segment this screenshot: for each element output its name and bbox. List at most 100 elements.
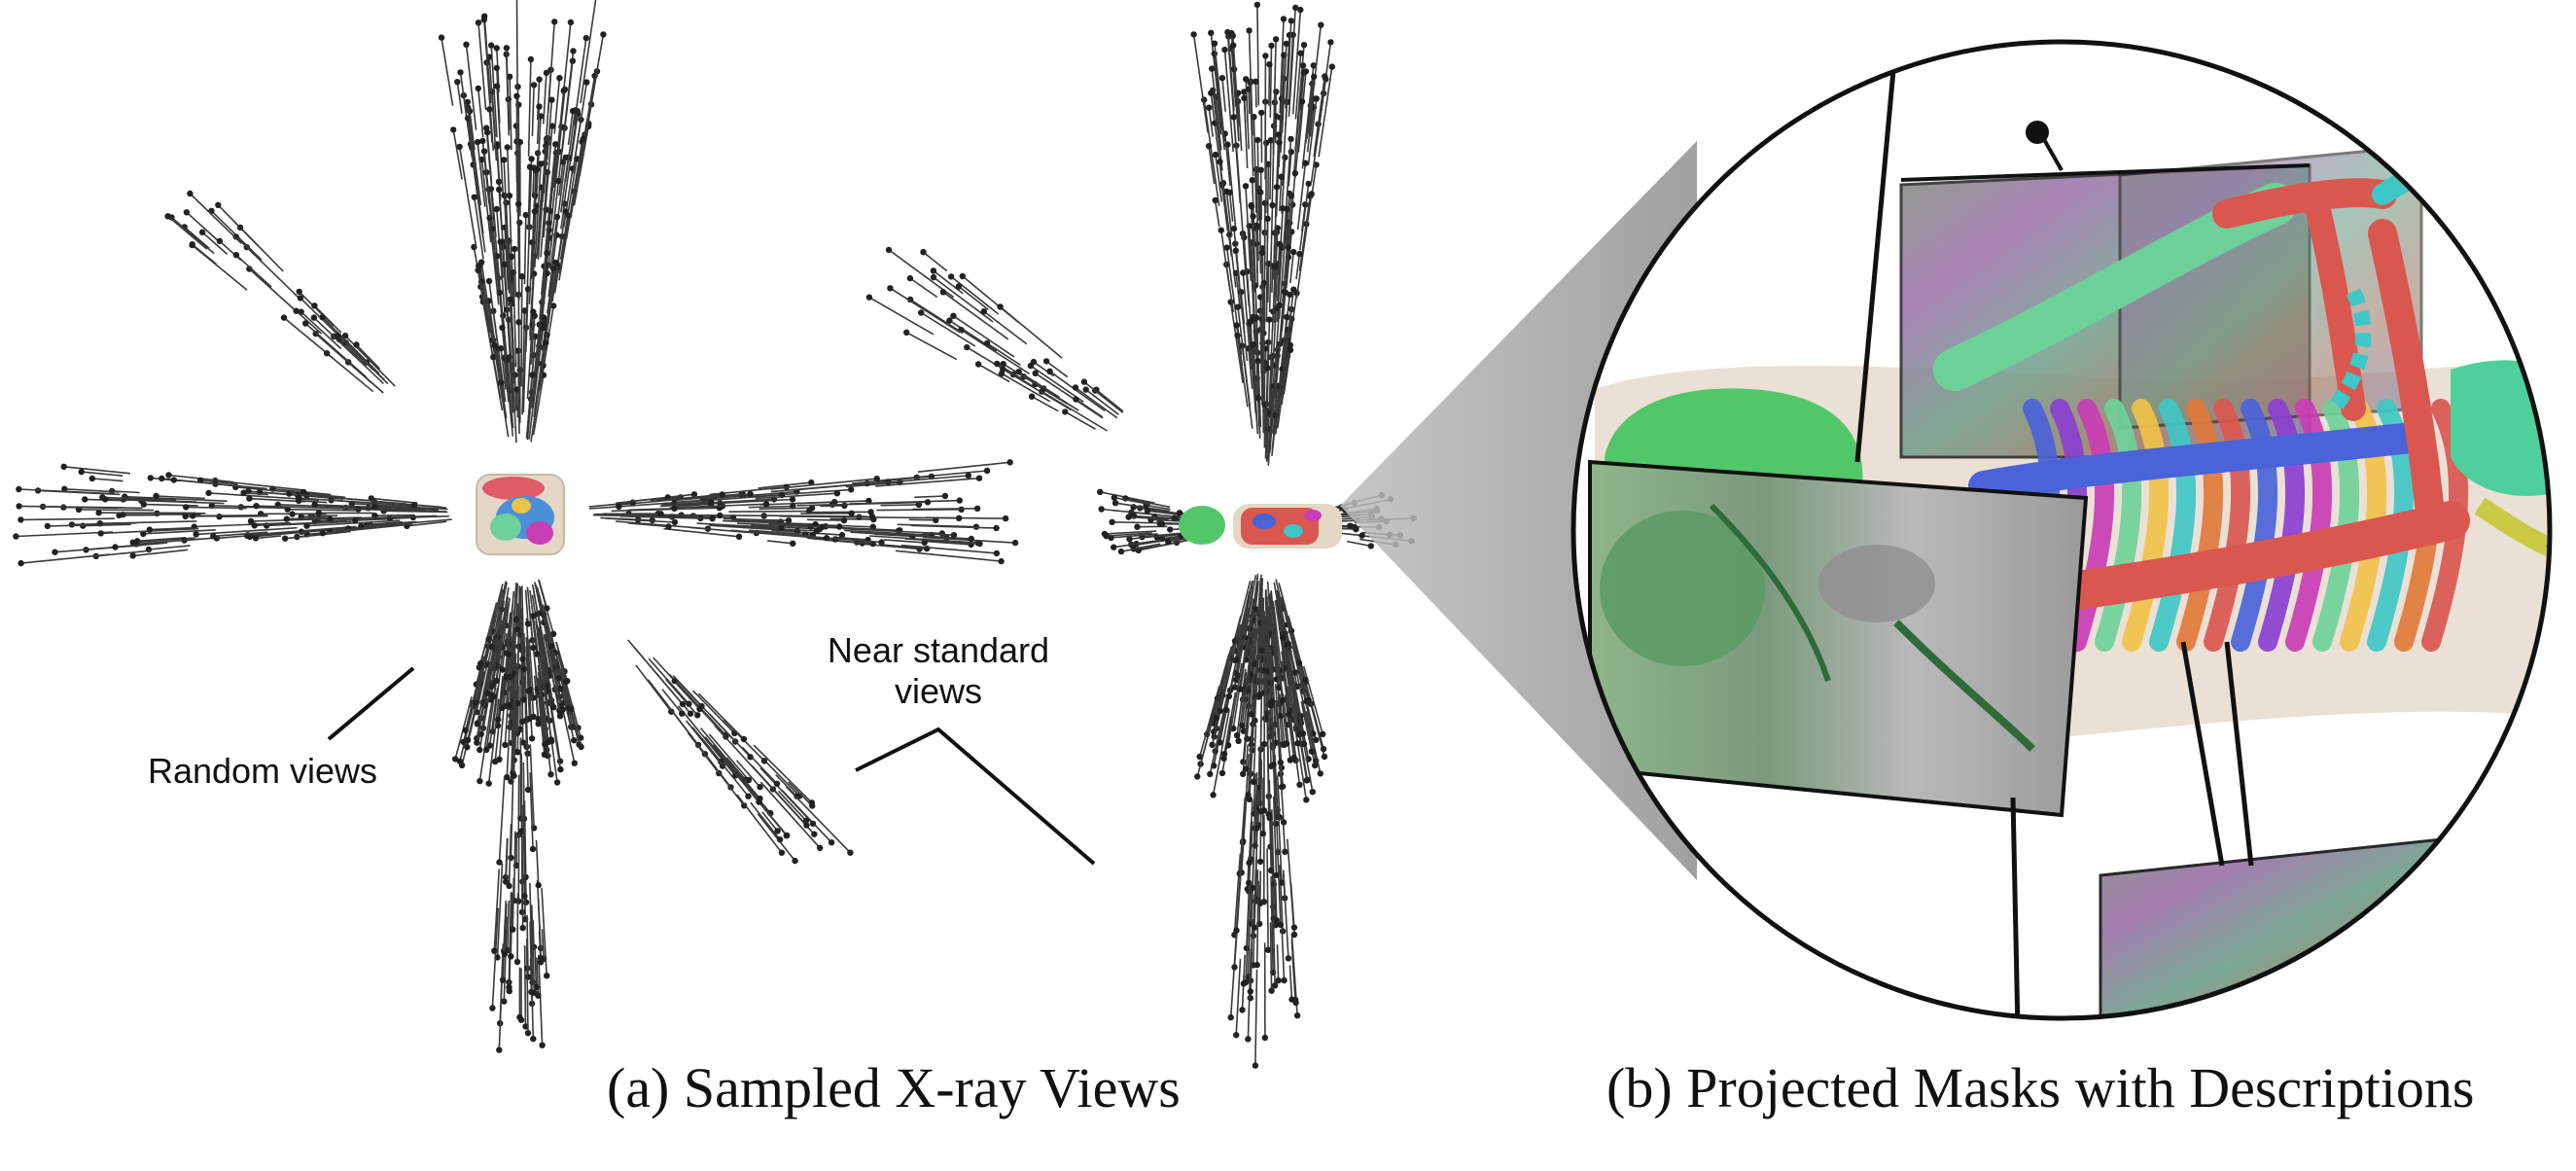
- view-source-dot: [736, 534, 742, 540]
- view-source-dot: [439, 34, 444, 40]
- view-source-dot: [1327, 39, 1333, 45]
- view-ray: [1084, 382, 1118, 409]
- view-source-dot: [1028, 363, 1034, 369]
- view-source-dot: [252, 522, 258, 528]
- view-ray: [516, 96, 517, 179]
- view-source-dot: [454, 79, 460, 85]
- view-source-dot: [966, 473, 971, 479]
- view-source-dot: [976, 476, 982, 481]
- view-source-dot: [998, 558, 1004, 564]
- view-ray: [1244, 955, 1245, 984]
- view-source-dot: [1253, 223, 1259, 229]
- view-ray: [186, 507, 247, 508]
- view-source-dot: [1208, 90, 1214, 96]
- view-source-dot: [1300, 62, 1306, 68]
- view-source-dot: [502, 193, 508, 198]
- view-source-dot: [141, 501, 147, 507]
- view-source-dot: [281, 314, 287, 320]
- view-source-dot: [1209, 742, 1215, 748]
- view-source-dot: [1297, 7, 1303, 13]
- view-source-dot: [497, 238, 503, 244]
- view-source-dot: [717, 513, 723, 518]
- view-source-dot: [246, 495, 252, 501]
- view-source-dot: [542, 741, 547, 747]
- view-source-dot: [809, 799, 815, 805]
- view-source-dot: [159, 476, 164, 481]
- view-source-dot: [1311, 74, 1317, 80]
- view-source-dot: [1288, 136, 1293, 142]
- view-source-dot: [792, 858, 797, 864]
- view-source-dot: [506, 651, 512, 656]
- view-source-dot: [183, 514, 189, 519]
- view-source-dot: [16, 486, 21, 492]
- view-source-dot: [520, 696, 526, 702]
- view-source-dot: [492, 342, 498, 348]
- view-source-dot: [484, 129, 490, 135]
- view-source-dot: [532, 313, 538, 319]
- view-source-dot: [505, 144, 511, 150]
- view-source-dot: [583, 79, 589, 85]
- view-source-dot: [1112, 495, 1117, 501]
- view-ray: [525, 945, 526, 1027]
- view-source-dot: [1266, 811, 1272, 817]
- view-source-dot: [924, 546, 930, 551]
- near-standard-views-label-line2: views: [793, 671, 1084, 712]
- view-source-dot: [680, 701, 686, 707]
- view-source-dot: [1304, 777, 1310, 783]
- view-source-dot: [523, 900, 529, 905]
- view-source-dot: [1284, 314, 1289, 320]
- view-source-dot: [474, 740, 479, 746]
- view-ray: [133, 550, 188, 555]
- view-source-dot: [1029, 394, 1035, 400]
- view-source-dot: [486, 780, 492, 786]
- view-source-dot: [539, 1043, 545, 1048]
- view-source-dot: [496, 187, 502, 193]
- view-ray: [510, 824, 512, 886]
- view-source-dot: [1273, 821, 1279, 827]
- view-ray: [961, 330, 1029, 373]
- view-source-dot: [1262, 1035, 1268, 1041]
- view-source-dot: [1177, 510, 1182, 515]
- view-source-dot: [834, 490, 840, 496]
- view-source-dot: [1322, 754, 1327, 760]
- view-ray: [1236, 959, 1240, 1035]
- view-ray: [692, 727, 748, 797]
- view-source-dot: [536, 76, 542, 82]
- view-source-dot: [525, 787, 531, 793]
- view-ray: [193, 515, 267, 516]
- view-source-dot: [1314, 95, 1320, 101]
- view-source-dot: [1260, 831, 1266, 836]
- view-source-dot: [1257, 808, 1263, 814]
- view-ray: [500, 776, 505, 863]
- view-ray: [1262, 602, 1263, 651]
- view-source-dot: [502, 262, 508, 267]
- view-source-dot: [1248, 995, 1253, 1001]
- view-source-dot: [1288, 18, 1294, 23]
- view-source-dot: [1282, 849, 1288, 855]
- view-source-dot: [476, 778, 482, 784]
- view-source-dot: [1256, 692, 1262, 697]
- view-source-dot: [499, 325, 505, 331]
- view-source-dot: [556, 75, 562, 81]
- view-source-dot: [289, 511, 295, 516]
- view-ray: [830, 518, 874, 519]
- view-ray: [767, 541, 793, 544]
- view-ray: [558, 89, 565, 154]
- view-source-dot: [1286, 955, 1291, 961]
- view-source-dot: [925, 499, 931, 505]
- view-source-dot: [530, 645, 536, 651]
- view-source-dot: [190, 241, 195, 247]
- view-source-dot: [557, 709, 563, 715]
- view-source-dot: [82, 496, 88, 502]
- view-source-dot: [1273, 872, 1279, 878]
- near-standard-views-leader: [856, 729, 1094, 864]
- view-source-dot: [464, 744, 470, 750]
- view-source-dot: [528, 56, 534, 62]
- view-source-dot: [1243, 765, 1249, 771]
- view-source-dot: [969, 536, 974, 542]
- view-source-dot: [571, 737, 577, 743]
- view-source-dot: [1248, 988, 1253, 994]
- view-ray: [1253, 117, 1256, 213]
- view-source-dot: [516, 220, 522, 226]
- view-source-dot: [536, 882, 542, 888]
